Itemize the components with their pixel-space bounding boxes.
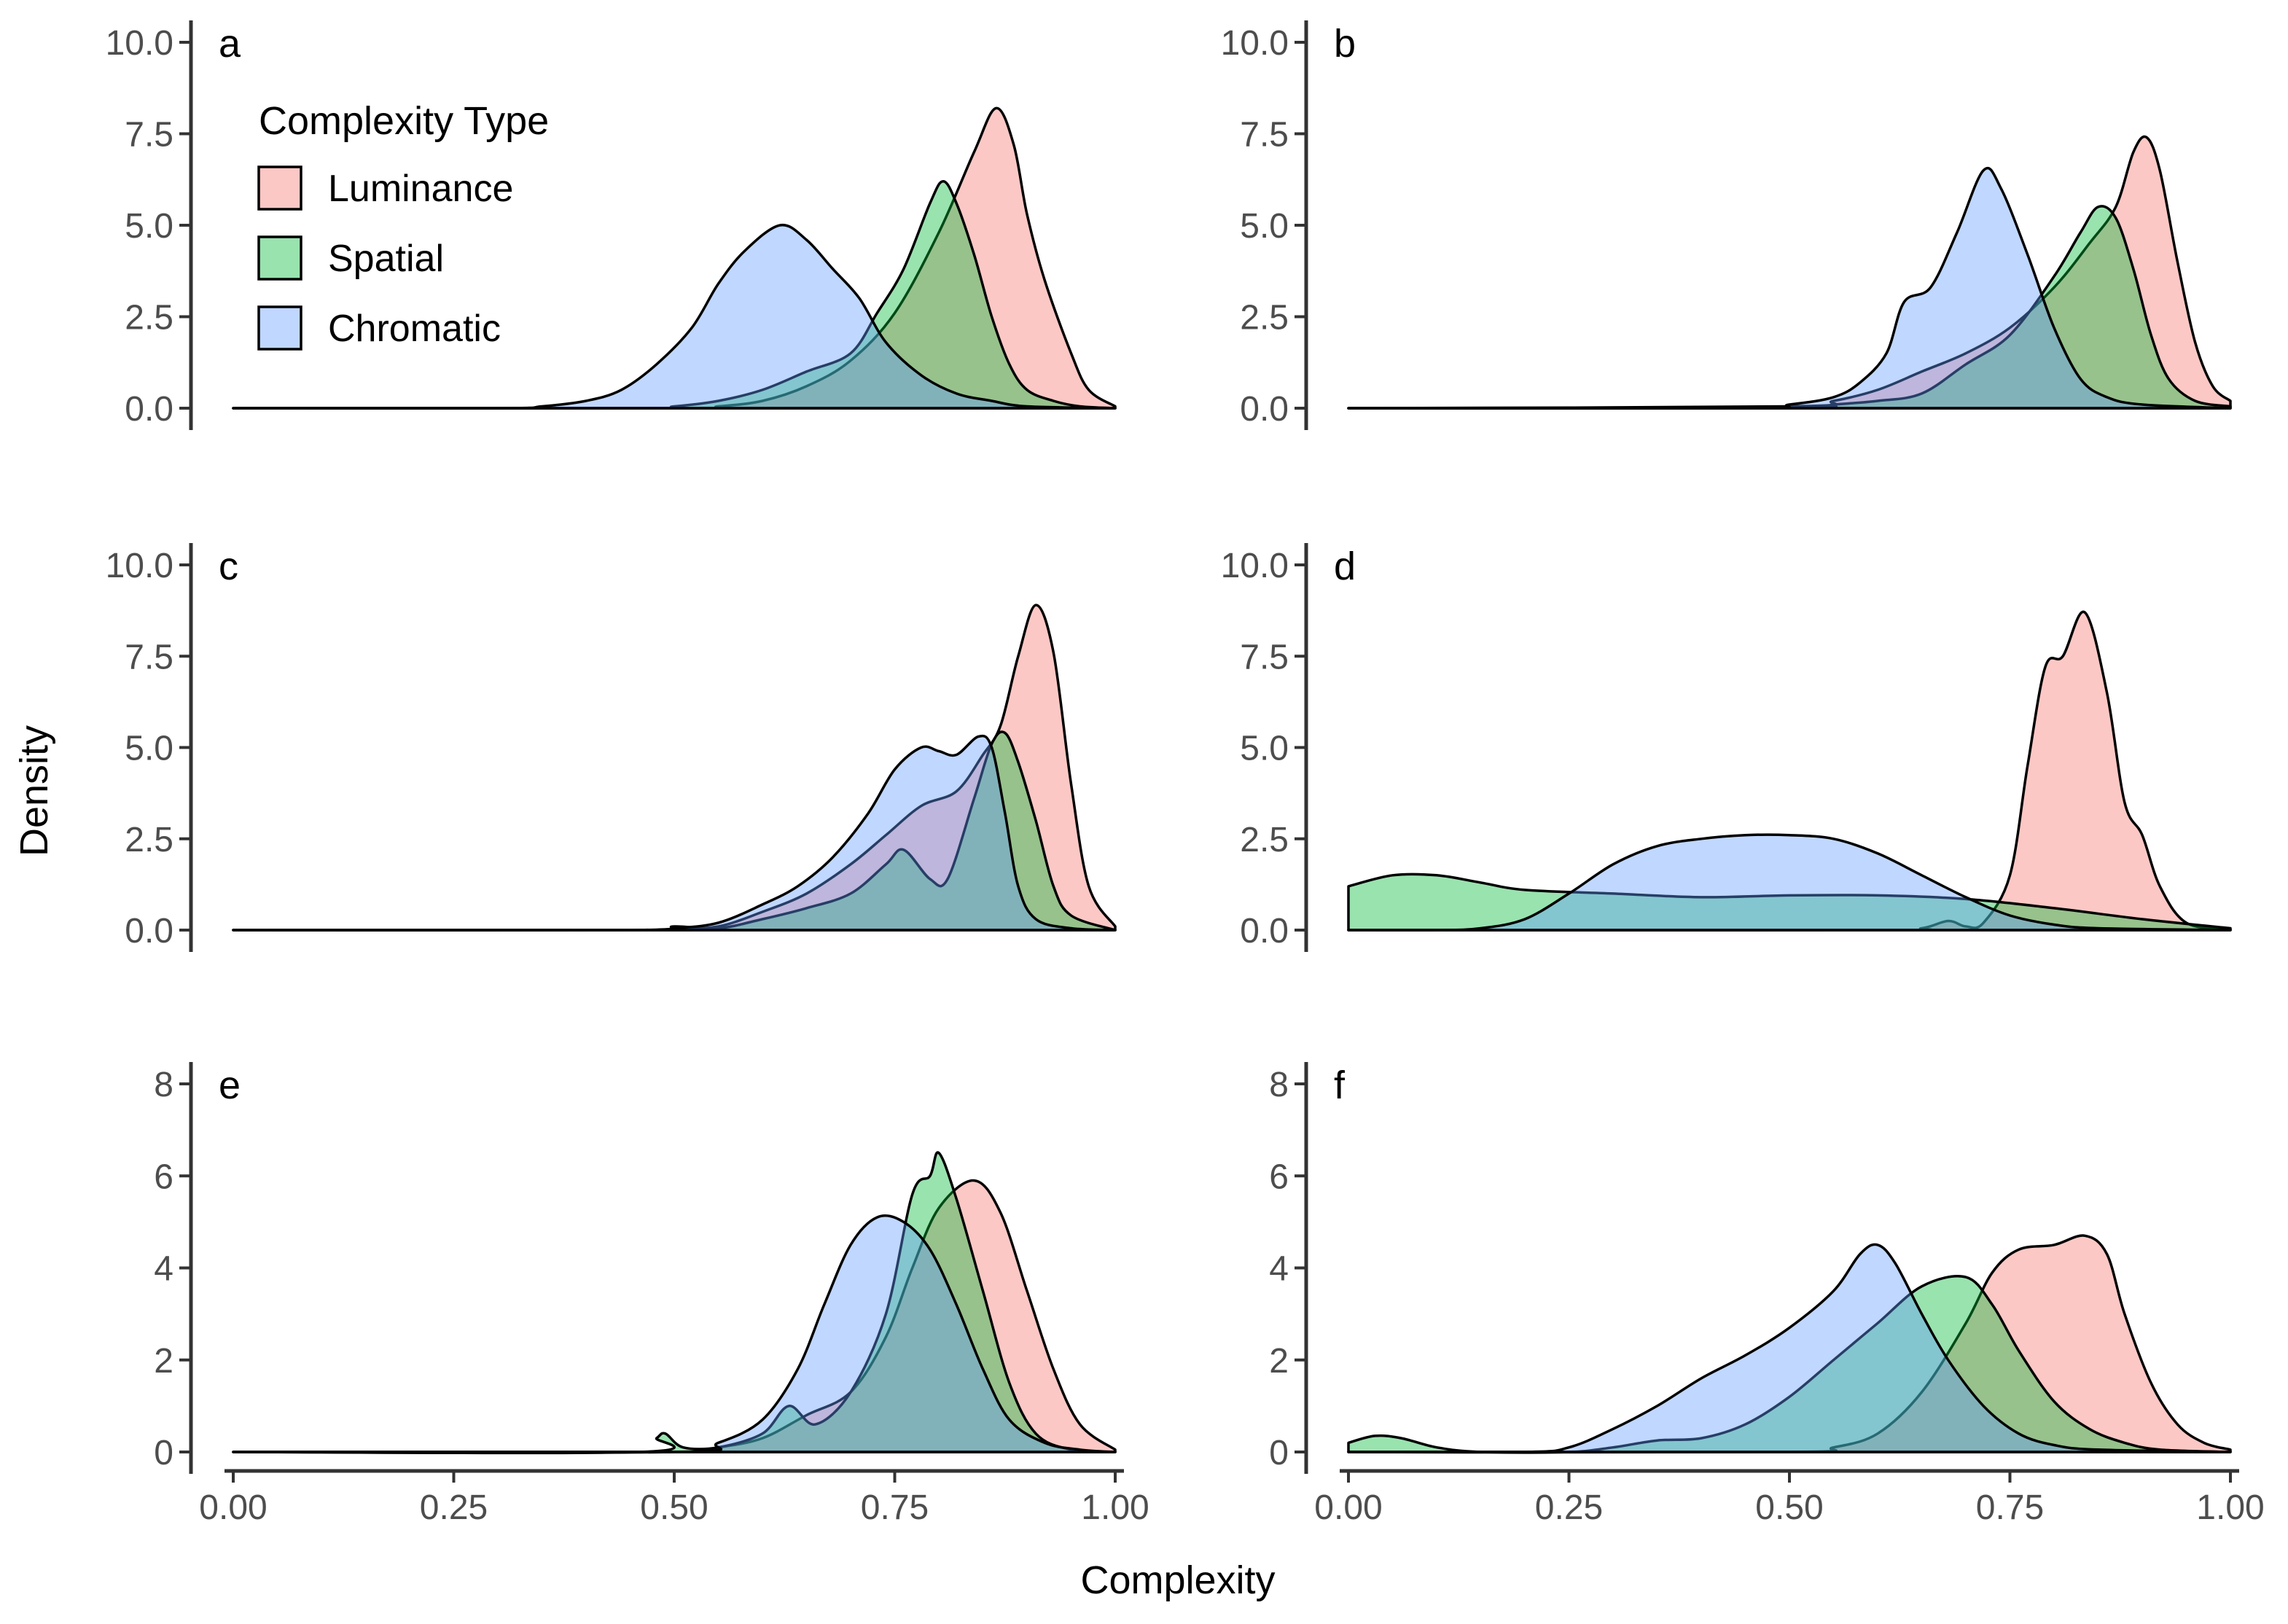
density-area-chromatic <box>1347 1243 2232 1454</box>
y-tick-label: 7.5 <box>125 638 173 676</box>
y-tick-label: 6 <box>154 1158 173 1196</box>
y-tick-label: 8 <box>154 1066 173 1104</box>
x-tick-label: 0.50 <box>640 1488 708 1527</box>
panel-letter: a <box>219 22 241 66</box>
x-tick-label: 0.00 <box>1314 1488 1382 1527</box>
y-tick-label: 0 <box>1269 1434 1289 1472</box>
x-tick-label: 0.25 <box>1535 1488 1603 1527</box>
legend-swatch-chromatic <box>257 305 302 351</box>
legend-swatch-spatial <box>257 235 302 281</box>
y-tick-label: 0.0 <box>125 390 173 429</box>
y-tick-label: 8 <box>1269 1066 1289 1104</box>
density-area-spatial <box>232 1151 1117 1455</box>
density-area-chromatic <box>232 223 1117 410</box>
legend-label-luminance: Luminance <box>328 168 513 210</box>
y-tick-label: 5.0 <box>1240 730 1289 768</box>
x-tick-label: 0.75 <box>861 1488 929 1527</box>
y-tick-label: 2.5 <box>1240 821 1289 859</box>
y-tick-label: 0.0 <box>125 912 173 950</box>
density-area-chromatic <box>1347 166 2232 410</box>
y-axis-title: Density <box>12 725 56 856</box>
x-tick-label: 0.25 <box>420 1488 488 1527</box>
legend-label-chromatic: Chromatic <box>328 308 501 350</box>
y-tick-label: 6 <box>1269 1158 1289 1196</box>
panel-e: 0 2 4 6 8 e 0.00 0.25 0.50 0.75 1.00 <box>154 1062 1149 1527</box>
legend-title: Complexity Type <box>259 99 549 143</box>
panel-letter: d <box>1334 544 1356 588</box>
y-tick-label: 0.0 <box>1240 390 1289 429</box>
y-tick-label: 2.5 <box>125 821 173 859</box>
y-tick-label: 0 <box>154 1434 173 1472</box>
y-tick-label: 2.5 <box>125 299 173 337</box>
x-tick-label: 0.00 <box>199 1488 267 1527</box>
y-tick-label: 0.0 <box>1240 912 1289 950</box>
legend-label-spatial: Spatial <box>328 238 444 280</box>
panel-b: 0.0 2.5 5.0 7.5 10.0 b <box>1221 20 2232 430</box>
y-tick-label: 10.0 <box>1221 547 1289 585</box>
y-tick-label: 10.0 <box>1221 24 1289 63</box>
y-tick-label: 10.0 <box>106 547 173 585</box>
x-tick-label: 1.00 <box>2196 1488 2264 1527</box>
density-area-chromatic <box>232 734 1117 932</box>
density-area-spatial <box>1347 205 2232 410</box>
panel-c: 0.0 2.5 5.0 7.5 10.0 c <box>106 543 1117 952</box>
panel-letter: f <box>1334 1063 1346 1107</box>
x-axis-title: Complexity <box>1080 1558 1275 1602</box>
legend-swatch-luminance <box>257 165 302 211</box>
y-tick-label: 5.0 <box>1240 207 1289 246</box>
legend: Complexity Type Luminance Spatial Chroma… <box>257 99 549 351</box>
panel-d: 0.0 2.5 5.0 7.5 10.0 d <box>1221 543 2232 952</box>
panel-f: 0 2 4 6 8 f 0.00 0.25 0.50 0.75 1.00 <box>1269 1062 2265 1527</box>
x-tick-label: 0.50 <box>1755 1488 1823 1527</box>
y-tick-label: 7.5 <box>1240 116 1289 155</box>
panel-a: 0.0 2.5 5.0 7.5 10.0 a <box>106 20 1117 430</box>
y-tick-label: 10.0 <box>106 24 173 63</box>
x-tick-label: 0.75 <box>1976 1488 2044 1527</box>
y-tick-label: 5.0 <box>125 207 173 246</box>
y-tick-label: 7.5 <box>1240 638 1289 676</box>
panel-letter: c <box>219 544 238 588</box>
y-tick-label: 7.5 <box>125 116 173 155</box>
x-tick-label: 1.00 <box>1081 1488 1149 1527</box>
y-tick-label: 2 <box>154 1342 173 1381</box>
y-tick-label: 5.0 <box>125 730 173 768</box>
y-tick-label: 4 <box>154 1250 173 1289</box>
y-tick-label: 2 <box>1269 1342 1289 1381</box>
panel-letter: b <box>1334 22 1356 66</box>
panel-letter: e <box>219 1063 241 1107</box>
density-area-chromatic <box>232 1214 1117 1454</box>
y-tick-label: 4 <box>1269 1250 1289 1289</box>
panels-layer: 0.0 2.5 5.0 7.5 10.0 a 0.0 2.5 5.0 7.5 10.0 b 0.0 2.5… <box>106 20 2265 1527</box>
y-tick-label: 2.5 <box>1240 299 1289 337</box>
density-area-chromatic <box>1347 833 2232 932</box>
